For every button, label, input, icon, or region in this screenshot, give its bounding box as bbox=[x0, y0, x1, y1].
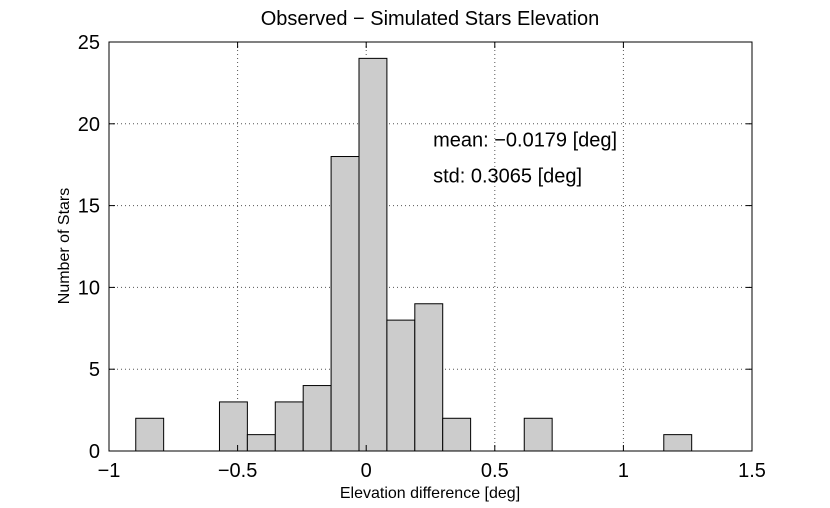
x-tick-label: 1.5 bbox=[738, 460, 766, 482]
axis-ticks bbox=[108, 41, 753, 452]
chart-title: Observed − Simulated Stars Elevation bbox=[261, 8, 600, 30]
x-tick-label: −1 bbox=[98, 460, 121, 482]
x-tick-label: 0.5 bbox=[481, 460, 509, 482]
x-tick-label: 0 bbox=[361, 460, 372, 482]
annotations: mean: −0.0179 [deg] std: 0.3065 [deg] bbox=[433, 130, 617, 188]
histogram-bar bbox=[358, 57, 388, 452]
x-tick-labels: −1 −0.5 0 0.5 1 1.5 bbox=[98, 460, 766, 482]
mean-annotation: mean: −0.0179 [deg] bbox=[433, 130, 617, 152]
x-tick-label: −0.5 bbox=[218, 460, 257, 482]
y-tick-label: 10 bbox=[78, 277, 100, 299]
histogram-bar bbox=[302, 385, 332, 452]
histogram-bar bbox=[663, 434, 693, 452]
std-annotation: std: 0.3065 [deg] bbox=[433, 166, 582, 188]
histogram-bar bbox=[246, 434, 276, 452]
histogram-bar bbox=[135, 417, 165, 452]
y-axis-label: Number of Stars bbox=[56, 188, 73, 304]
x-tick-label: 1 bbox=[618, 460, 629, 482]
y-tick-labels: 0 5 10 15 20 25 bbox=[78, 32, 100, 463]
histogram-bar bbox=[330, 156, 360, 452]
y-tick-label: 25 bbox=[78, 32, 100, 54]
histogram-bar bbox=[274, 401, 304, 452]
histogram-bar bbox=[386, 319, 416, 452]
x-axis-label: Elevation difference [deg] bbox=[340, 485, 520, 502]
y-tick-label: 5 bbox=[89, 359, 100, 381]
y-tick-label: 0 bbox=[89, 441, 100, 463]
histogram-bar bbox=[414, 303, 444, 452]
y-tick-label: 20 bbox=[78, 114, 100, 136]
histogram-bar bbox=[218, 401, 248, 452]
axes-frame bbox=[108, 41, 753, 452]
y-tick-label: 15 bbox=[78, 196, 100, 218]
histogram-bar bbox=[442, 417, 472, 452]
histogram-bar bbox=[523, 417, 553, 452]
